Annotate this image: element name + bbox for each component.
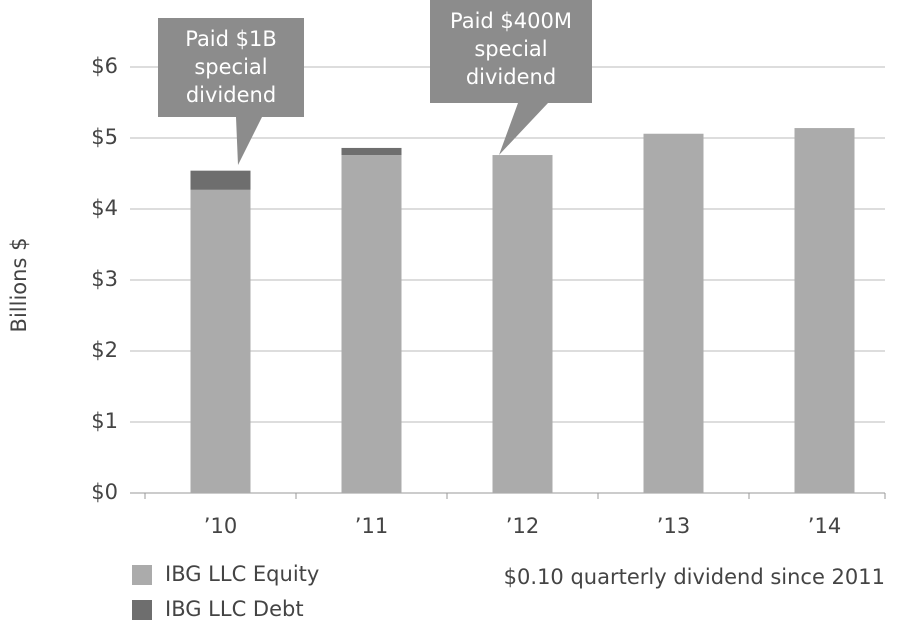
x-tick-label: ’12	[506, 514, 539, 538]
x-tick-label: ’10	[204, 514, 237, 538]
y-tick-label: $5	[91, 125, 118, 149]
legend-label: IBG LLC Debt	[165, 597, 304, 621]
x-tick-label: ’13	[657, 514, 690, 538]
callout-text: special	[194, 55, 267, 79]
bar-segment	[190, 189, 251, 493]
bar-segment	[492, 155, 553, 494]
bar-segment	[794, 128, 855, 493]
x-tick-label: ’11	[355, 514, 388, 538]
y-tick-label: $0	[91, 480, 118, 504]
note: $0.10 quarterly dividend since 2011	[504, 565, 885, 589]
y-tick-label: $1	[91, 409, 118, 433]
callout-text: Paid $1B	[185, 27, 277, 51]
bar-segment	[341, 147, 402, 156]
y-tick-label: $3	[91, 267, 118, 291]
x-tick-label: ’14	[808, 514, 841, 538]
y-tick-label: $4	[91, 196, 118, 220]
legend-label: IBG LLC Equity	[165, 562, 319, 586]
bar-segment	[190, 170, 251, 190]
callout-box	[430, 0, 592, 155]
callout-text: dividend	[186, 83, 276, 107]
y-axis-label: Billions $	[7, 238, 31, 333]
callout-box	[158, 18, 304, 165]
bar-segment	[643, 133, 704, 494]
callout-text: dividend	[466, 65, 556, 89]
legend-swatch	[132, 565, 152, 585]
y-tick-label: $6	[91, 54, 118, 78]
y-tick-label: $2	[91, 338, 118, 362]
callout-text: special	[474, 37, 547, 61]
callout-text: Paid $400M	[450, 9, 572, 33]
bar-segment	[341, 155, 402, 494]
legend-swatch	[132, 600, 152, 620]
